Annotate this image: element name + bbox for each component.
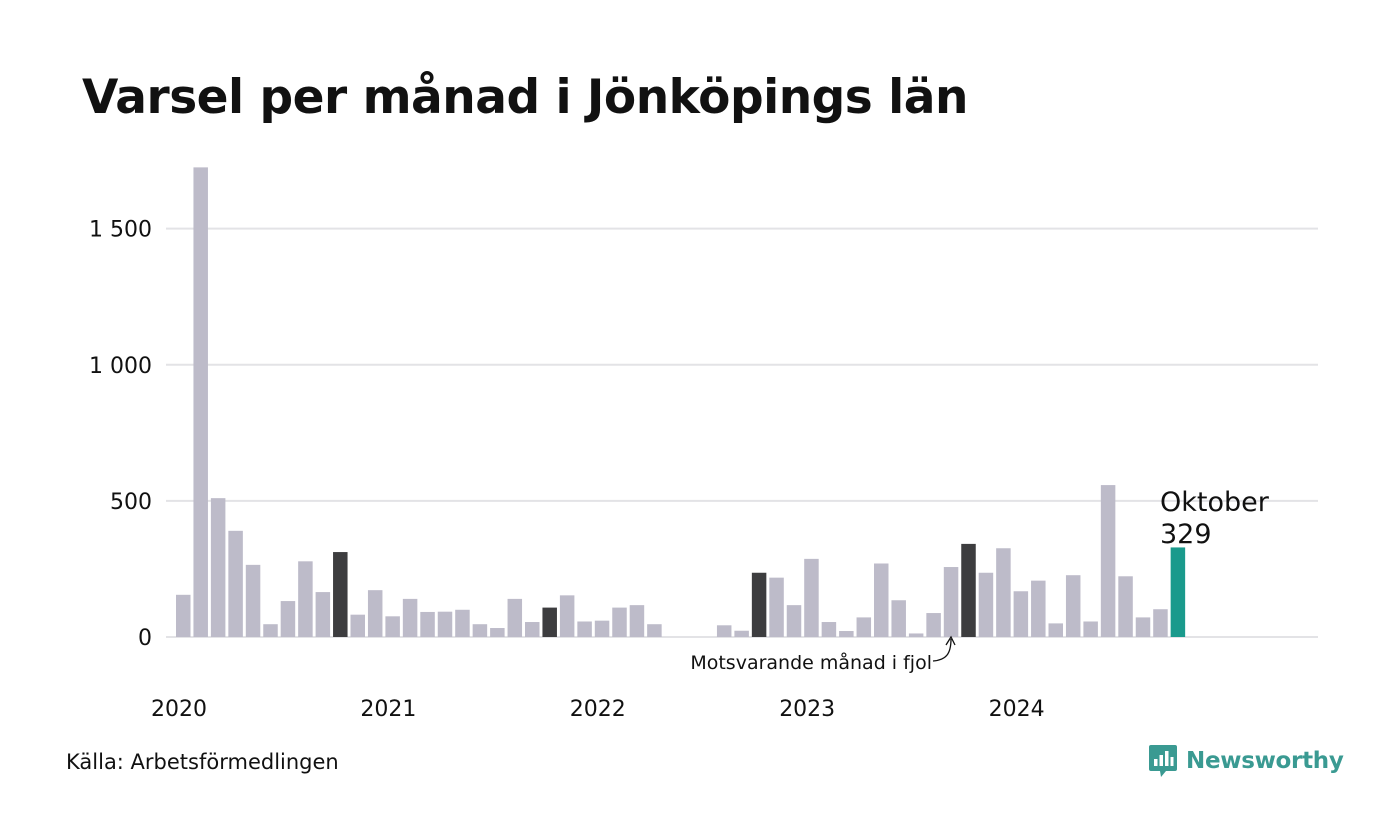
bar <box>490 628 505 637</box>
annotation-arrowhead <box>945 635 956 646</box>
bar <box>437 611 453 637</box>
bar <box>402 598 418 637</box>
x-tick-label: 2023 <box>779 697 835 722</box>
x-tick-label: 2024 <box>989 697 1045 722</box>
bar <box>996 548 1011 637</box>
annotation-arrow <box>932 638 952 662</box>
bar <box>577 621 592 637</box>
bar <box>245 564 261 637</box>
bar <box>280 601 296 637</box>
bar <box>978 572 994 637</box>
bar <box>333 552 348 637</box>
bar <box>542 607 557 637</box>
x-tick-label: 2021 <box>360 697 416 722</box>
bar <box>1118 576 1133 637</box>
y-tick-label: 500 <box>110 490 152 515</box>
bar <box>961 543 976 637</box>
bar <box>856 617 872 637</box>
bar <box>786 605 802 637</box>
bar <box>908 633 924 637</box>
bars <box>176 167 1186 637</box>
bar <box>839 631 854 637</box>
annotation-group: Motsvarande månad i fjol <box>690 635 956 674</box>
bar <box>210 498 226 637</box>
bar <box>559 595 575 637</box>
callout-label: Oktober <box>1160 487 1270 518</box>
bar <box>821 622 837 637</box>
y-tick-label: 1 500 <box>89 218 152 243</box>
bar <box>176 594 191 637</box>
source-note: Källa: Arbetsförmedlingen <box>66 750 339 774</box>
bar <box>647 624 662 637</box>
current-callout: Oktober 329 <box>1160 487 1270 550</box>
bar <box>926 613 941 637</box>
bar <box>734 630 749 637</box>
bar <box>751 572 767 637</box>
bar <box>350 614 365 637</box>
bar <box>228 530 243 637</box>
y-axis-labels: 0 500 1 000 1 500 <box>89 218 152 651</box>
bar <box>472 624 488 637</box>
bar <box>874 563 889 637</box>
bar <box>420 611 435 637</box>
bar <box>804 558 819 637</box>
bar <box>1083 621 1098 637</box>
callout-value: 329 <box>1160 519 1212 550</box>
bar <box>1031 580 1046 637</box>
bar <box>629 605 645 637</box>
bar <box>769 577 784 637</box>
bar <box>1135 617 1151 637</box>
bar <box>507 598 523 637</box>
bar <box>367 590 383 637</box>
bar <box>315 592 331 637</box>
annotation-text: Motsvarande månad i fjol <box>690 651 932 674</box>
bar <box>298 561 313 637</box>
bar <box>525 622 540 637</box>
newsworthy-logo-icon <box>1149 745 1177 777</box>
bar <box>1170 547 1186 637</box>
bar <box>612 607 627 637</box>
bar <box>1013 591 1029 637</box>
bar <box>455 609 470 637</box>
bar <box>263 624 278 637</box>
y-tick-label: 1 000 <box>89 354 152 379</box>
x-axis-labels: 2020 2021 2022 2023 2024 <box>151 697 1045 722</box>
bar <box>943 567 959 637</box>
bar <box>1100 485 1116 637</box>
brand-name: Newsworthy <box>1186 748 1344 774</box>
y-tick-label: 0 <box>138 626 152 651</box>
x-tick-label: 2022 <box>570 697 626 722</box>
bar <box>1153 609 1168 637</box>
brand-logo: Newsworthy <box>1148 744 1344 778</box>
bar <box>1048 623 1063 637</box>
bar <box>193 167 208 637</box>
bar <box>716 625 732 637</box>
x-tick-label: 2020 <box>151 697 207 722</box>
bar-chart: 0 500 1 000 1 500 2020 2021 2022 2023 2024 Mots… <box>89 167 1318 722</box>
bar <box>594 620 610 637</box>
bar <box>385 616 400 637</box>
bar <box>891 600 906 637</box>
chart-title: Varsel per månad i Jönköpings län <box>82 70 968 125</box>
bar <box>1065 575 1081 637</box>
